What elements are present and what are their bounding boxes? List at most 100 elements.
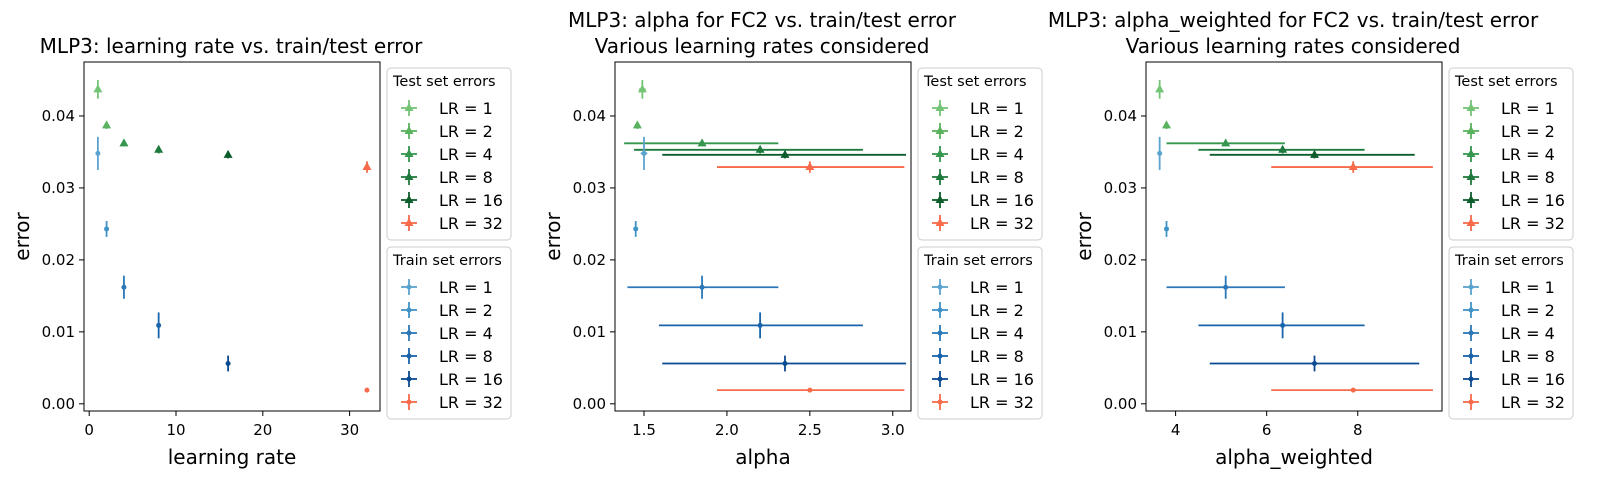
legend-marker	[935, 218, 945, 226]
legend-label: LR = 4	[1501, 145, 1555, 164]
test-legend-item: LR = 16	[932, 191, 1034, 210]
test-legend-item: LR = 1	[1463, 99, 1555, 118]
y-tick-label: 0.03	[573, 179, 606, 197]
train-legend-item: LR = 8	[932, 347, 1024, 366]
y-tick-label: 0.00	[1104, 395, 1137, 413]
test-legend-item: LR = 4	[401, 145, 493, 164]
legend-marker	[937, 307, 943, 313]
train-errorbar-point	[658, 312, 863, 339]
legend-marker	[1466, 126, 1476, 134]
train-legend-box	[1448, 246, 1574, 420]
train-errorbar-point	[662, 355, 907, 372]
train-errorbar-point	[95, 136, 101, 170]
legend-marker	[935, 103, 945, 111]
test-errorbar-point	[93, 79, 103, 99]
test-errorbar-point	[362, 161, 372, 173]
train-legend-item: LR = 32	[932, 393, 1034, 412]
test-legend-box	[1448, 67, 1574, 241]
legend-marker	[937, 353, 943, 359]
x-tick-label: 2.5	[798, 421, 822, 439]
test-legend-item: LR = 1	[932, 99, 1024, 118]
legend-label: LR = 2	[1501, 301, 1555, 320]
legend-label: LR = 32	[439, 214, 503, 233]
legend-label: LR = 32	[1501, 214, 1565, 233]
legend-label: LR = 16	[439, 370, 503, 389]
train-errorbar-point	[627, 275, 779, 299]
train-legend-title: Train set errors	[392, 253, 502, 269]
test-point-marker	[362, 162, 372, 171]
test-errorbar-point	[1209, 149, 1415, 159]
legend-label: LR = 4	[439, 145, 493, 164]
legend-marker	[935, 149, 945, 157]
train-point-marker	[699, 284, 705, 290]
test-point-marker	[223, 149, 233, 158]
x-tick-label: 0	[84, 421, 94, 439]
test-legend-title: Test set errors	[923, 74, 1027, 90]
legend-marker	[404, 172, 414, 180]
panel-learning-rate: MLP3: learning rate vs. train/test error…	[10, 34, 512, 469]
x-tick-label: 2.0	[715, 421, 739, 439]
train-errorbar-point	[364, 387, 370, 393]
test-legend-item: LR = 2	[932, 122, 1024, 141]
test-legend-title: Test set errors	[1454, 74, 1558, 90]
x-axis-label: alpha	[735, 445, 790, 469]
y-tick-label: 0.04	[42, 107, 75, 125]
train-legend-item: LR = 16	[932, 370, 1034, 389]
test-legend: Test set errors LR = 1 LR = 2 LR = 4 LR = 8 L…	[917, 67, 1043, 241]
test-legend-item: LR = 16	[401, 191, 503, 210]
x-tick-label: 20	[253, 421, 272, 439]
legend-label: LR = 8	[439, 347, 493, 366]
legend-marker	[404, 149, 414, 157]
train-legend-item: LR = 8	[401, 347, 493, 366]
legend-marker	[406, 284, 412, 290]
test-errorbar-point	[634, 144, 863, 154]
train-legend-title: Train set errors	[923, 253, 1033, 269]
legend-marker	[1466, 149, 1476, 157]
axes-frame	[614, 61, 912, 412]
train-point-marker	[156, 322, 162, 328]
test-errorbar-point	[637, 79, 647, 99]
train-legend-item: LR = 1	[1463, 278, 1555, 297]
legend-label: LR = 4	[970, 324, 1024, 343]
y-tick-label: 0.02	[42, 251, 75, 269]
test-point-marker	[755, 144, 765, 153]
legend-marker	[404, 218, 414, 226]
y-tick-label: 0.00	[573, 395, 606, 413]
train-legend-title: Train set errors	[1454, 253, 1564, 269]
test-errorbar-point	[154, 144, 164, 154]
y-tick-label: 0.02	[573, 251, 606, 269]
train-legend-item: LR = 4	[401, 324, 493, 343]
train-point-marker	[104, 226, 110, 232]
test-errorbar-point	[223, 149, 233, 159]
test-legend-item: LR = 32	[1463, 214, 1565, 233]
legend-marker	[406, 330, 412, 336]
train-legend-item: LR = 32	[1463, 393, 1565, 412]
y-axis-label: error	[1072, 212, 1096, 261]
test-legend-item: LR = 4	[1463, 145, 1555, 164]
y-tick-label: 0.01	[573, 323, 606, 341]
legend-marker	[1468, 376, 1474, 382]
legend-label: LR = 8	[1501, 347, 1555, 366]
y-tick-label: 0.04	[573, 107, 606, 125]
legend-label: LR = 2	[439, 122, 493, 141]
test-legend-item: LR = 8	[932, 168, 1024, 187]
train-errorbar-point	[156, 312, 162, 339]
train-point-marker	[782, 361, 788, 367]
test-errorbar-point	[119, 138, 129, 147]
test-legend: Test set errors LR = 1 LR = 2 LR = 4 LR = 8 L…	[386, 67, 512, 241]
test-legend-item: LR = 2	[401, 122, 493, 141]
legend-label: LR = 32	[439, 393, 503, 412]
train-legend-item: LR = 2	[1463, 301, 1555, 320]
legend-label: LR = 16	[970, 191, 1034, 210]
legend-marker	[406, 353, 412, 359]
legend-label: LR = 32	[970, 214, 1034, 233]
train-legend-item: LR = 1	[932, 278, 1024, 297]
test-errorbar-point	[1271, 161, 1433, 173]
y-tick-label: 0.01	[1104, 323, 1137, 341]
test-legend-item: LR = 8	[401, 168, 493, 187]
x-tick-label: 10	[166, 421, 185, 439]
x-axis-label: alpha_weighted	[1215, 445, 1373, 469]
train-point-marker	[364, 387, 370, 393]
x-tick-label: 30	[340, 421, 359, 439]
legend-label: LR = 2	[439, 301, 493, 320]
